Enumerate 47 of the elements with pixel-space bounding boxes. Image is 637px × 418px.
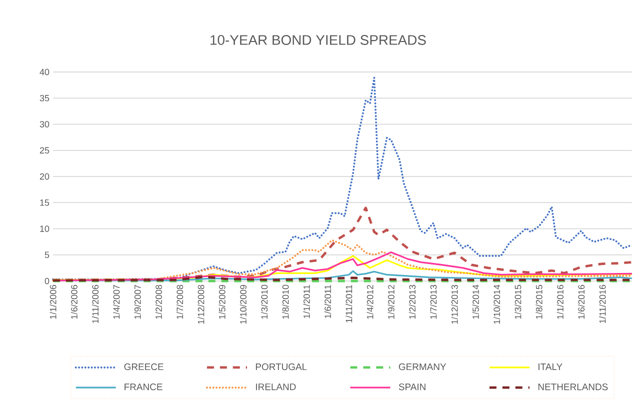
legend-label: FRANCE xyxy=(124,384,162,390)
y-tick-label: 20 xyxy=(40,173,50,180)
x-tick-label: 1/1/2016 xyxy=(556,284,564,319)
line-series xyxy=(52,206,634,282)
y-tick-label: 5 xyxy=(44,252,50,258)
legend-label: IRELAND xyxy=(256,384,296,390)
x-tick-label: 1/8/2010 xyxy=(282,284,289,319)
y-tick-label: 15 xyxy=(40,199,50,206)
x-tick-label: 1/3/2015 xyxy=(514,284,522,319)
x-tick-label: 1/6/2016 xyxy=(578,284,585,319)
x-tick-label: 1/5/2009 xyxy=(218,284,226,319)
x-tick-label: 1/12/2013 xyxy=(451,284,458,324)
y-tick-label: 35 xyxy=(40,94,50,102)
legend-label: GREECE xyxy=(124,363,164,370)
legend-label: PORTUGAL xyxy=(256,363,307,370)
y-tick-label: 10 xyxy=(40,226,50,232)
legend-label: NETHERLANDS xyxy=(538,384,608,390)
y-tick-label: 0 xyxy=(44,278,50,284)
x-tick-label: 1/10/2014 xyxy=(493,284,500,324)
x-tick-label: 1/2/2008 xyxy=(155,284,162,319)
y-tick-label: 40 xyxy=(40,68,50,76)
y-tick-label: 30 xyxy=(40,121,50,128)
x-tick-label: 1/11/2011 xyxy=(346,284,352,322)
x-tick-label: 1/1/2006 xyxy=(50,284,56,319)
x-tick-label: 1/6/2006 xyxy=(70,284,78,319)
line-series xyxy=(52,239,634,282)
chart-title: 10-YEAR BOND YIELD SPREADS xyxy=(210,35,426,45)
x-tick-label: 1/1/2011 xyxy=(303,284,310,318)
legend-label: GERMANY xyxy=(398,363,446,370)
x-tick-label: 1/12/2008 xyxy=(198,284,204,324)
x-tick-label: 1/6/2011 xyxy=(324,284,332,318)
legend-label: SPAIN xyxy=(398,384,426,390)
x-tick-label: 1/9/2012 xyxy=(388,284,394,319)
x-tick-label: 1/2/2013 xyxy=(408,284,416,319)
x-tick-label: 1/8/2015 xyxy=(536,284,542,319)
x-tick-label: 1/4/2012 xyxy=(366,284,374,319)
legend-label: ITALY xyxy=(538,363,562,370)
x-tick-label: 1/7/2008 xyxy=(176,284,184,319)
x-tick-label: 1/11/2006 xyxy=(92,284,99,324)
x-tick-label: 1/3/2010 xyxy=(261,284,268,319)
y-tick-label: 25 xyxy=(40,147,50,154)
x-tick-label: 1/11/2016 xyxy=(599,284,606,324)
x-tick-label: 1/5/2014 xyxy=(472,284,479,319)
x-tick-label: 1/4/2007 xyxy=(113,284,120,319)
x-tick-label: 1/9/2007 xyxy=(134,284,141,319)
x-tick-label: 1/10/2009 xyxy=(240,284,246,324)
x-tick-label: 1/7/2013 xyxy=(430,284,437,319)
